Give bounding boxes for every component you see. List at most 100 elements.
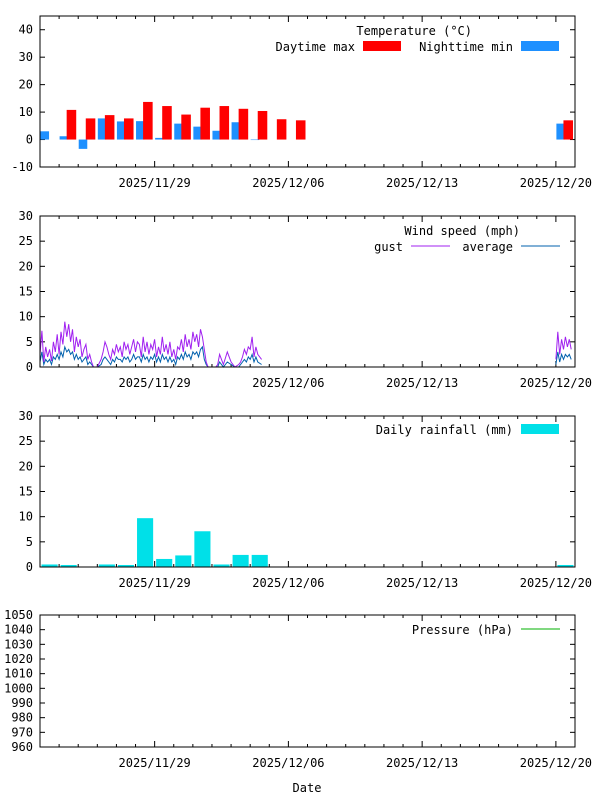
y-tick-label: 1020 bbox=[4, 652, 33, 666]
rainfall-bar bbox=[98, 564, 115, 567]
nighttime-min-bar bbox=[556, 123, 565, 140]
pressure-x-ticks: 2025/11/29 2025/12/06 2025/12/13 2025/12/20 bbox=[58, 615, 592, 770]
rainfall-bar bbox=[156, 558, 173, 567]
y-tick-label: 30 bbox=[19, 209, 33, 223]
y-tick-label: 10 bbox=[19, 310, 33, 324]
y-tick-label: 960 bbox=[11, 740, 33, 754]
y-tick-label: 30 bbox=[19, 50, 33, 64]
x-tick-label: 2025/12/20 bbox=[520, 176, 592, 190]
x-tick-label: 2025/12/13 bbox=[386, 576, 458, 590]
nighttime-min-bar bbox=[174, 123, 183, 140]
nighttime-min-bar bbox=[116, 121, 126, 140]
daytime-max-bar bbox=[563, 120, 573, 140]
y-tick-label: 1030 bbox=[4, 637, 33, 651]
y-tick-label: 5 bbox=[26, 535, 33, 549]
y-tick-label: 5 bbox=[26, 335, 33, 349]
x-tick-label: 2025/12/06 bbox=[252, 756, 324, 770]
nighttime-min-bar bbox=[231, 122, 241, 140]
x-tick-label: 2025/11/29 bbox=[119, 176, 191, 190]
temperature-plot-frame bbox=[39, 15, 576, 168]
rainfall-bar bbox=[137, 518, 154, 567]
legend-rainfall-swatch bbox=[521, 424, 559, 434]
rainfall-plot-frame bbox=[39, 415, 576, 568]
x-axis-label: Date bbox=[293, 781, 322, 795]
rainfall-bar bbox=[251, 554, 268, 567]
daytime-max-bar bbox=[238, 108, 249, 140]
legend-daytime-max-swatch bbox=[363, 41, 401, 51]
y-tick-label: 1050 bbox=[4, 608, 33, 622]
rainfall-bar bbox=[60, 564, 77, 567]
y-tick-label: 25 bbox=[19, 434, 33, 448]
x-tick-label: 2025/12/06 bbox=[252, 176, 324, 190]
x-tick-label: 2025/12/20 bbox=[520, 756, 592, 770]
y-tick-label: 1000 bbox=[4, 681, 33, 695]
nighttime-min-bar bbox=[97, 118, 107, 140]
temperature-title: Temperature (°C) bbox=[356, 24, 472, 38]
rainfall-title: Daily rainfall (mm) bbox=[376, 423, 513, 437]
temperature-bars bbox=[40, 101, 573, 149]
temperature-chart: 40 30 20 10 0 -10 2025/11/29 2025/12/06 2025/12… bbox=[11, 15, 592, 190]
legend-average-label: average bbox=[462, 240, 513, 254]
x-tick-label: 2025/11/29 bbox=[119, 576, 191, 590]
y-tick-label: 25 bbox=[19, 234, 33, 248]
daytime-max-bar bbox=[219, 106, 230, 140]
daytime-max-bar bbox=[257, 110, 268, 140]
y-tick-label: 0 bbox=[26, 133, 33, 147]
wind-chart: 30 25 20 15 10 5 0 2025/11/29 2025/12/06 2025/12… bbox=[19, 209, 592, 390]
rainfall-bar bbox=[41, 564, 58, 567]
legend-gust-label: gust bbox=[374, 240, 403, 254]
y-tick-label: 1040 bbox=[4, 623, 33, 637]
nighttime-min-bar bbox=[212, 130, 222, 140]
wind-y-ticks: 30 25 20 15 10 5 0 bbox=[19, 209, 575, 374]
rainfall-bar bbox=[557, 564, 574, 567]
rainfall-bar bbox=[232, 554, 249, 567]
y-tick-label: 20 bbox=[19, 259, 33, 273]
daytime-max-bar bbox=[123, 118, 134, 140]
y-tick-label: 990 bbox=[11, 696, 33, 710]
pressure-title: Pressure (hPa) bbox=[412, 623, 513, 637]
x-tick-label: 2025/12/06 bbox=[252, 576, 324, 590]
pressure-plot-frame bbox=[39, 614, 576, 748]
legend-nighttime-min-label: Nighttime min bbox=[419, 40, 513, 54]
y-tick-label: 980 bbox=[11, 711, 33, 725]
y-tick-label: 970 bbox=[11, 725, 33, 739]
y-tick-label: 0 bbox=[26, 560, 33, 574]
x-tick-label: 2025/12/13 bbox=[386, 376, 458, 390]
y-tick-label: 15 bbox=[19, 285, 33, 299]
y-tick-label: 40 bbox=[19, 23, 33, 37]
y-tick-label: 10 bbox=[19, 105, 33, 119]
y-tick-label: 20 bbox=[19, 459, 33, 473]
nighttime-min-bar bbox=[59, 136, 69, 140]
nighttime-min-bar bbox=[40, 131, 50, 140]
daytime-max-bar bbox=[85, 118, 96, 140]
rainfall-bar bbox=[117, 564, 135, 567]
wind-lines bbox=[39, 321, 572, 368]
nighttime-min-bar bbox=[193, 126, 202, 140]
gust-line bbox=[39, 321, 262, 368]
temperature-y-ticks: 40 30 20 10 0 -10 bbox=[11, 23, 575, 174]
x-tick-label: 2025/12/06 bbox=[252, 376, 324, 390]
daytime-max-bar bbox=[66, 109, 77, 140]
nighttime-min-bar bbox=[136, 121, 145, 140]
nighttime-min-bar bbox=[250, 139, 260, 141]
legend-daytime-max-label: Daytime max bbox=[276, 40, 355, 54]
nighttime-min-bar bbox=[78, 139, 88, 149]
daytime-max-bar bbox=[104, 115, 115, 140]
daytime-max-bar bbox=[181, 114, 191, 140]
y-tick-label: -10 bbox=[11, 160, 33, 174]
gust-line bbox=[555, 331, 572, 360]
y-tick-label: 1010 bbox=[4, 667, 33, 681]
y-tick-label: 0 bbox=[26, 360, 33, 374]
x-tick-label: 2025/12/13 bbox=[386, 176, 458, 190]
rainfall-chart: 30 25 20 15 10 5 0 2025/11/29 2025/12/06 2025/12… bbox=[19, 409, 592, 590]
y-tick-label: 20 bbox=[19, 78, 33, 92]
daytime-max-bar bbox=[295, 120, 306, 140]
y-tick-label: 10 bbox=[19, 510, 33, 524]
x-tick-label: 2025/12/13 bbox=[386, 756, 458, 770]
y-tick-label: 30 bbox=[19, 409, 33, 423]
rainfall-bar bbox=[213, 564, 230, 567]
rainfall-bar bbox=[175, 555, 192, 567]
